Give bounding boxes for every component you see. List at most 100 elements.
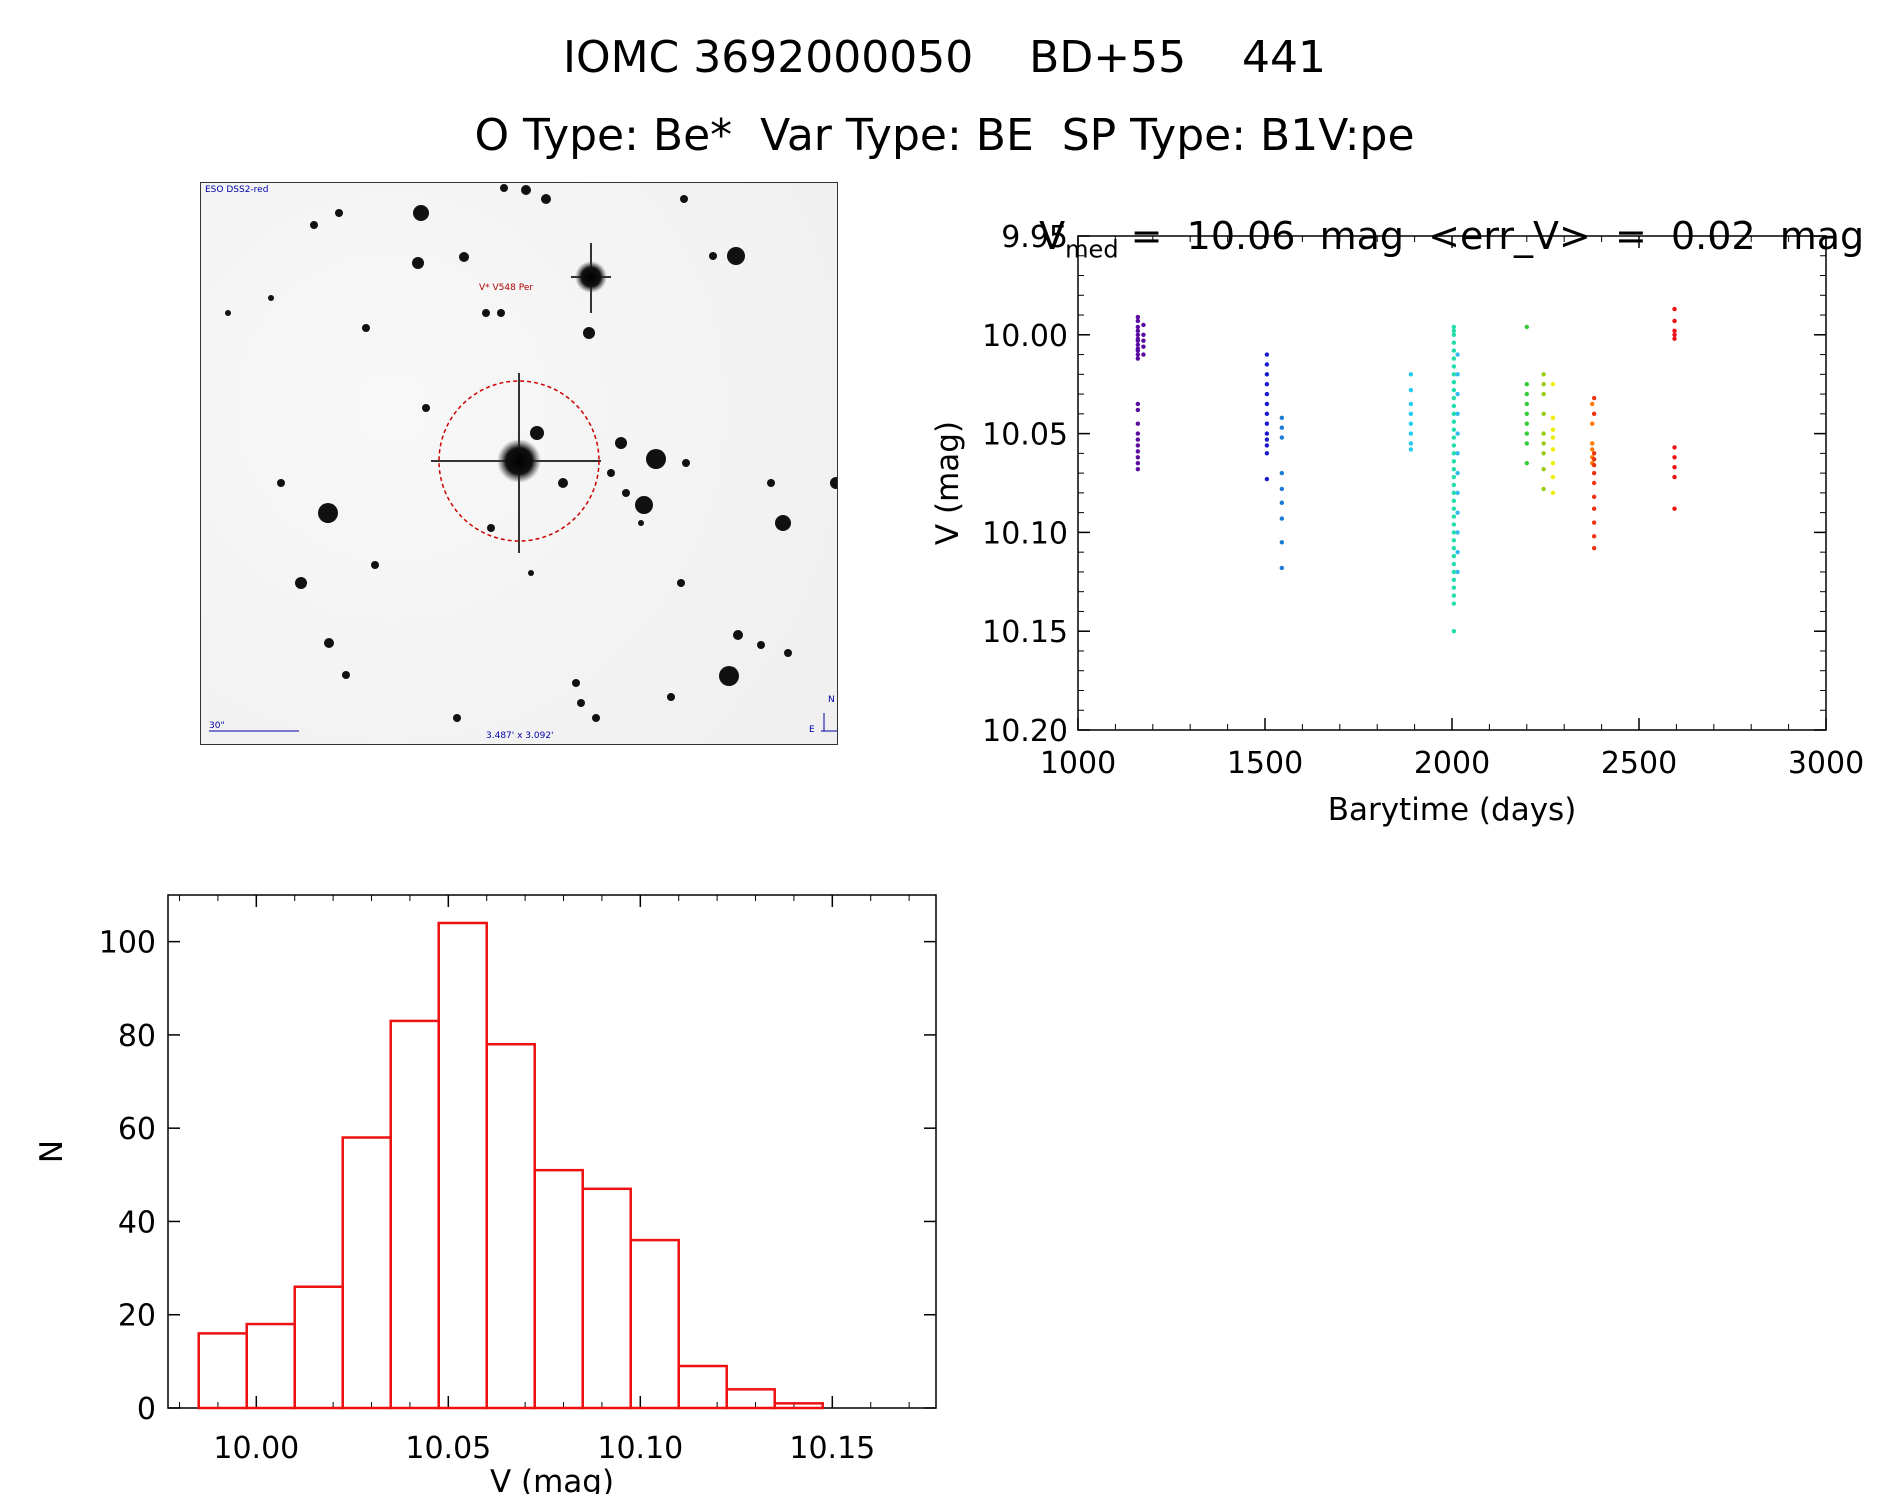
target-circle: [438, 380, 600, 542]
data-point: [1590, 447, 1595, 452]
sky-image-stars: [209, 184, 837, 732]
data-point: [1591, 534, 1597, 539]
data-point: [1541, 486, 1546, 492]
x-tick-label: 1500: [1227, 746, 1303, 781]
bright-star: [571, 243, 611, 313]
data-point: [1455, 372, 1460, 377]
data-point: [1672, 464, 1677, 470]
histogram-bar: [389, 1019, 440, 1410]
x-axis-label: Barytime (days): [1328, 792, 1577, 828]
data-point: [1141, 338, 1146, 343]
data-point: [1264, 451, 1270, 456]
histogram-bar: [677, 1364, 728, 1410]
data-point: [1408, 411, 1414, 417]
data-point: [1451, 498, 1457, 503]
y-tick-label: 10.20: [982, 714, 1068, 749]
data-point: [1264, 372, 1270, 377]
data-point: [1455, 470, 1460, 476]
data-point: [1455, 510, 1460, 515]
data-point: [1451, 474, 1457, 480]
data-point: [1279, 425, 1285, 430]
data-point: [1541, 431, 1546, 436]
data-point: [1451, 482, 1457, 488]
data-point: [1408, 431, 1414, 436]
data-point: [1541, 382, 1546, 387]
data-point: [1451, 553, 1457, 559]
sky-image: ESO DSS2-red V* V548 Per 30" 3.487' x 3.…: [200, 182, 838, 745]
data-point: [1135, 449, 1141, 454]
data-point: [1541, 411, 1546, 417]
data-point: [1550, 461, 1556, 466]
data-point: [1451, 372, 1457, 377]
data-point: [1455, 451, 1460, 456]
data-point: [1135, 437, 1141, 442]
data-point: [1451, 506, 1457, 511]
data-point: [1541, 441, 1546, 446]
data-point: [1408, 421, 1414, 426]
object-type-line: O Type: Be* Var Type: BE SP Type: B1V:pe: [474, 110, 1415, 161]
y-tick-label: 10.10: [982, 516, 1068, 551]
data-point: [1455, 490, 1460, 496]
data-point: [1135, 352, 1141, 357]
data-point: [1264, 391, 1270, 397]
data-point: [1451, 585, 1457, 590]
data-point: [1135, 324, 1141, 330]
hist-y-tick-label: 100: [99, 926, 156, 961]
data-point: [1672, 445, 1677, 450]
data-point: [1141, 322, 1146, 328]
data-point: [1451, 593, 1457, 598]
data-point: [1264, 443, 1270, 448]
hist-x-tick-label: 10.00: [213, 1431, 299, 1466]
data-point: [1591, 480, 1597, 486]
data-point: [1135, 342, 1141, 347]
data-point: [1408, 387, 1414, 393]
data-point: [1451, 419, 1457, 424]
data-point: [1279, 565, 1285, 571]
data-point: [1550, 415, 1556, 420]
data-point: [1451, 538, 1457, 543]
data-point: [1279, 516, 1285, 521]
target-label: V* V548 Per: [479, 283, 534, 293]
histogram-frame: [167, 894, 937, 1409]
data-point: [1591, 395, 1597, 401]
data-point: [1550, 447, 1556, 452]
data-point: [1279, 540, 1285, 545]
hist-y-tick-label: 80: [118, 1019, 156, 1054]
field-stars: [225, 184, 837, 722]
data-point: [1591, 506, 1597, 511]
data-point: [1451, 443, 1457, 448]
data-point: [1541, 391, 1546, 397]
data-point: [1524, 324, 1530, 330]
data-point: [1591, 457, 1597, 462]
data-point: [1264, 362, 1270, 367]
data-point: [1672, 332, 1677, 337]
data-point: [1451, 514, 1457, 519]
data-point: [1279, 415, 1285, 420]
data-point: [1264, 401, 1270, 407]
histogram-bar: [341, 1136, 392, 1410]
data-point: [1550, 474, 1556, 480]
data-point: [1591, 520, 1597, 525]
data-point: [1451, 522, 1457, 527]
data-point: [1524, 391, 1530, 397]
x-tick-label: 1000: [1040, 746, 1116, 781]
data-point: [1541, 372, 1546, 377]
data-point: [1135, 421, 1141, 426]
data-point: [1591, 546, 1597, 551]
x-tick-label: 2000: [1414, 746, 1490, 781]
y-tick-label: 10.00: [982, 319, 1068, 354]
data-point: [1451, 629, 1457, 634]
data-point: [1135, 407, 1141, 413]
data-point: [1451, 561, 1457, 567]
data-point: [1591, 411, 1597, 417]
data-point: [1524, 411, 1530, 417]
data-point: [1279, 486, 1285, 492]
data-point: [1135, 332, 1141, 337]
data-point: [1451, 530, 1457, 535]
data-point: [1135, 338, 1141, 343]
lightcurve-frame: [1077, 235, 1827, 731]
y-axis-label: V (mag): [930, 421, 966, 545]
data-point: [1591, 494, 1597, 500]
hist-y-tick-label: 0: [137, 1392, 156, 1427]
data-point: [1264, 476, 1270, 482]
